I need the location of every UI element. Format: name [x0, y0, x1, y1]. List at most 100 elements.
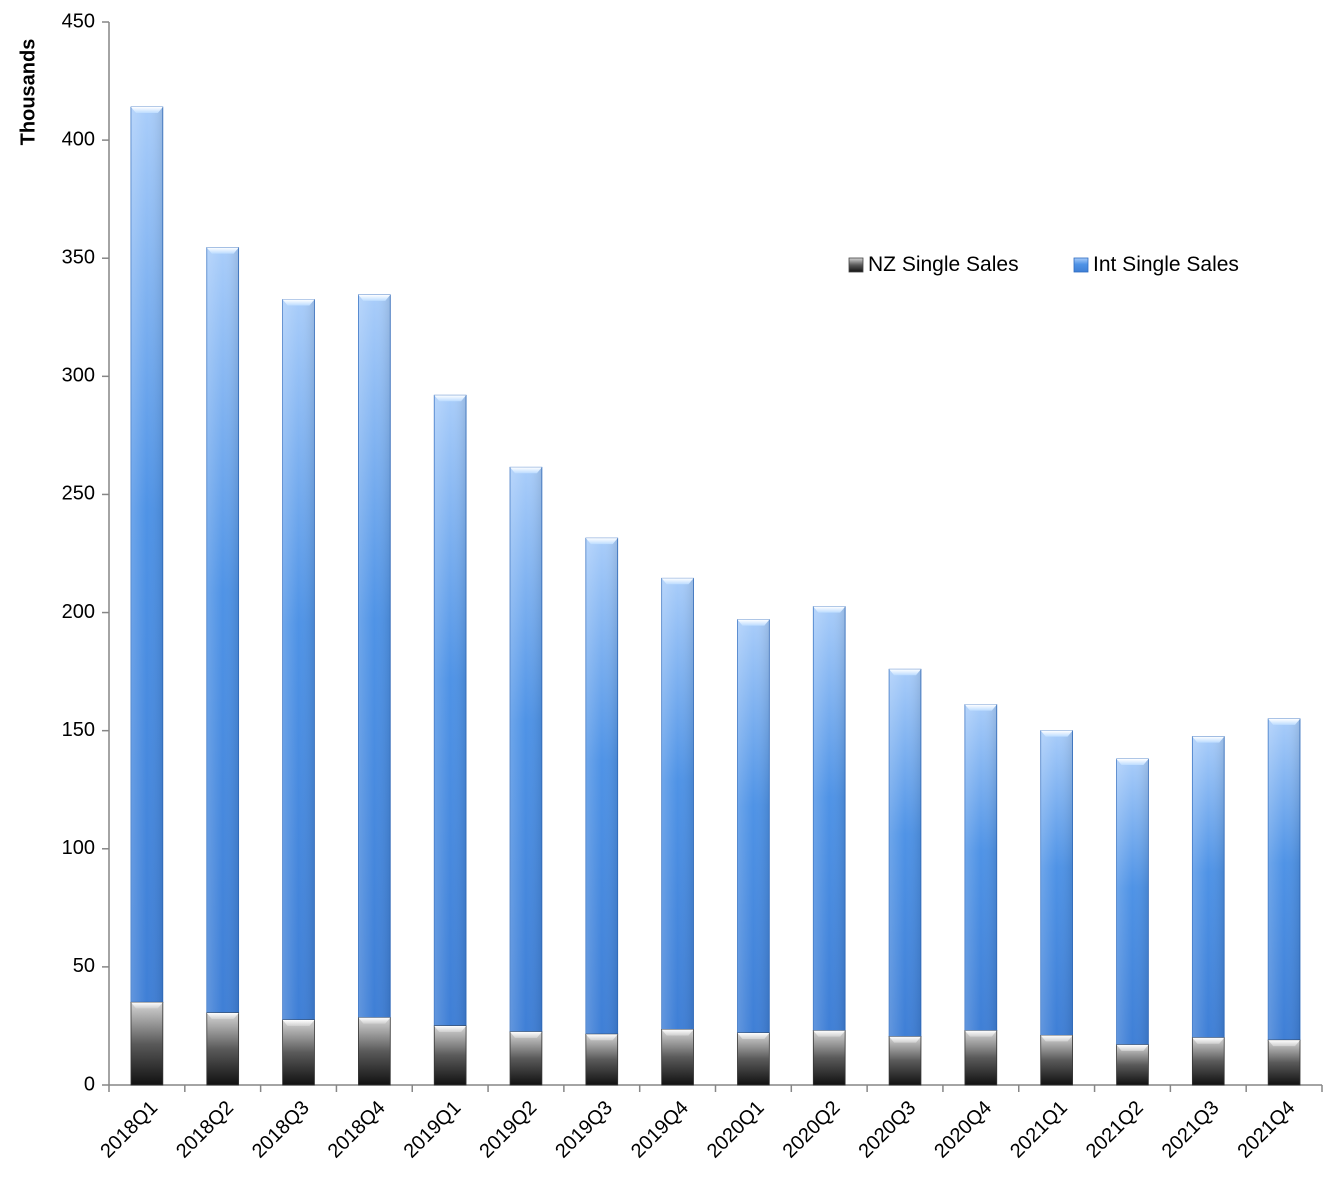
bar-int-sheen	[737, 619, 770, 1034]
y-tick-label: 250	[62, 483, 95, 505]
bar-int-sheen	[130, 107, 163, 1003]
bar-nz-cap	[889, 1036, 921, 1043]
bar-stack	[509, 466, 543, 1086]
bar-int-sheen	[1116, 759, 1149, 1045]
bar-int-cap	[130, 107, 163, 114]
legend-swatch-int	[1073, 257, 1089, 273]
bar-nz-single-sales	[206, 1012, 240, 1086]
bar-int-sheen	[282, 299, 315, 1021]
x-tick-label: 2021Q3	[1158, 1097, 1224, 1163]
bar-int-sheen	[889, 669, 921, 1037]
bar-int-sheen	[434, 395, 467, 1026]
legend-swatch-nz	[848, 257, 864, 273]
bar-nz-single-sales	[737, 1032, 770, 1086]
bar-int-sheen	[964, 704, 997, 1031]
bar-nz-single-sales	[130, 1001, 164, 1086]
bar-int-sheen	[661, 578, 694, 1030]
bars	[130, 106, 1301, 1086]
bar-int-cap	[1268, 718, 1301, 725]
bar-nz-single-sales	[1040, 1034, 1073, 1086]
x-tick-label: 2020Q4	[930, 1097, 996, 1163]
bar-int-sheen	[1040, 730, 1073, 1036]
x-tick-label: 2020Q1	[703, 1097, 769, 1163]
bar-int-cap	[510, 467, 542, 474]
bar-stack	[1191, 736, 1225, 1086]
bar-nz-single-sales	[964, 1030, 998, 1086]
bar-nz-single-sales	[812, 1030, 846, 1086]
bar-nz-cap	[510, 1031, 542, 1038]
legend: NZ Single Sales Int Single Sales	[848, 253, 1239, 276]
bar-int-sheen	[206, 247, 239, 1013]
bar-stack	[737, 619, 770, 1086]
x-tick-label: 2019Q2	[475, 1097, 541, 1163]
bar-nz-cap	[813, 1030, 846, 1037]
bar-int-cap	[282, 299, 315, 306]
bar-stack	[206, 247, 240, 1086]
bar-nz-cap	[737, 1033, 770, 1040]
bar-nz-single-sales	[661, 1029, 694, 1086]
x-tick-label: 2019Q1	[400, 1097, 466, 1163]
bar-nz-cap	[1192, 1037, 1225, 1044]
bar-int-sheen	[585, 538, 618, 1035]
y-tick-label: 350	[62, 247, 95, 269]
bar-stack	[1116, 758, 1149, 1086]
x-tick-label: 2021Q4	[1233, 1097, 1299, 1163]
bar-int-cap	[1116, 759, 1149, 766]
bar-stack	[282, 299, 315, 1086]
y-tick-label: 0	[84, 1073, 95, 1095]
y-tick-label: 450	[62, 10, 95, 32]
bar-int-cap	[358, 294, 391, 301]
x-tick-label: 2018Q1	[96, 1097, 162, 1163]
bar-stack	[964, 704, 998, 1086]
bar-nz-cap	[585, 1034, 618, 1041]
bar-stack	[358, 294, 391, 1086]
x-tick-label: 2020Q3	[854, 1097, 920, 1163]
bar-stack	[888, 668, 922, 1086]
bar-nz-single-sales	[358, 1017, 391, 1086]
x-tick-label: 2020Q2	[779, 1097, 845, 1163]
bar-stack	[661, 577, 694, 1086]
bar-nz-single-sales	[1267, 1039, 1301, 1086]
bar-nz-single-sales	[585, 1033, 619, 1086]
bar-int-sheen	[510, 467, 542, 1032]
bar-int-sheen	[1192, 736, 1225, 1038]
legend-item-int: Int Single Sales	[1073, 253, 1239, 276]
bar-nz-single-sales	[282, 1019, 315, 1086]
bar-int-sheen	[1268, 718, 1301, 1041]
bar-int-cap	[585, 538, 618, 545]
bar-stack	[585, 537, 619, 1086]
bar-int-sheen	[813, 606, 846, 1031]
y-ticks: 0 50 100 150 200 250 300 350 400 450	[62, 10, 109, 1095]
legend-label-int: Int Single Sales	[1093, 253, 1239, 276]
bar-nz-cap	[434, 1025, 467, 1032]
bar-int-cap	[964, 704, 997, 711]
bar-nz-single-sales	[1191, 1037, 1225, 1086]
y-tick-label: 200	[62, 601, 95, 623]
bar-nz-cap	[964, 1030, 997, 1037]
bar-nz-cap	[1268, 1040, 1301, 1047]
bar-stack	[130, 106, 164, 1086]
bar-nz-single-sales	[888, 1036, 922, 1086]
bar-nz-cap	[130, 1002, 163, 1009]
bar-int-cap	[737, 619, 770, 626]
bar-nz-single-sales	[1116, 1044, 1149, 1086]
bar-int-cap	[813, 606, 846, 613]
bar-nz-cap	[1040, 1035, 1073, 1042]
legend-item-nz: NZ Single Sales	[848, 253, 1019, 276]
bar-nz-cap	[206, 1012, 239, 1019]
x-tick-label: 2019Q4	[627, 1097, 693, 1163]
bar-nz-cap	[661, 1029, 694, 1036]
bar-nz-single-sales	[509, 1031, 543, 1086]
bar-nz-cap	[358, 1017, 391, 1024]
x-tick-label: 2018Q2	[172, 1097, 238, 1163]
y-axis-title: Thousands	[17, 39, 39, 146]
bar-nz-cap	[282, 1020, 315, 1027]
y-tick-label: 400	[62, 128, 95, 150]
bar-stack	[1040, 730, 1073, 1086]
y-tick-label: 50	[73, 955, 95, 977]
x-tick-label: 2018Q4	[324, 1097, 390, 1163]
bar-stack	[812, 606, 846, 1086]
bar-int-cap	[1192, 736, 1225, 743]
bar-int-cap	[1040, 730, 1073, 737]
